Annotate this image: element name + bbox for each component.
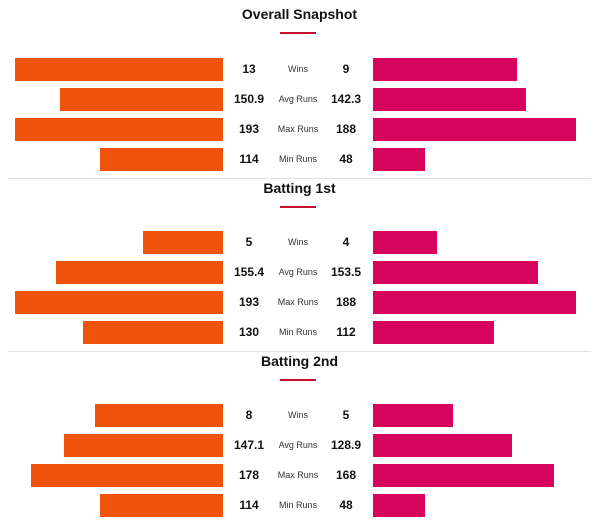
left-value: 5 (245, 235, 253, 249)
title-underline (280, 379, 316, 381)
stat-label: Avg Runs (278, 267, 318, 277)
right-value: 188 (335, 295, 357, 309)
section-title: Batting 1st (263, 180, 336, 196)
left-bar (15, 291, 223, 314)
left-bar (143, 231, 223, 254)
left-bar (15, 58, 223, 81)
right-bar (373, 321, 494, 344)
right-value: 168 (335, 468, 357, 482)
section-divider (8, 178, 591, 179)
stat-label: Max Runs (277, 297, 319, 307)
title-underline (280, 32, 316, 34)
section-batting-1st: Batting 1st 5 Wins 4 155.4 Avg Runs 153.… (0, 180, 599, 348)
stat-label: Wins (288, 64, 308, 74)
left-bar (100, 148, 223, 171)
right-bar (373, 148, 425, 171)
right-bar (373, 231, 437, 254)
stat-row-min-runs: 114 Min Runs 48 (0, 494, 599, 517)
right-bar (373, 434, 512, 457)
stat-label: Min Runs (278, 500, 317, 510)
right-value: 142.3 (330, 92, 362, 106)
right-bar (373, 494, 425, 517)
section-batting-2nd: Batting 2nd 8 Wins 5 147.1 Avg Runs 128.… (0, 353, 599, 521)
right-value: 48 (339, 498, 353, 512)
left-bar (31, 464, 223, 487)
stat-row-wins: 8 Wins 5 (0, 404, 599, 427)
section-divider (8, 351, 591, 352)
right-bar (373, 58, 517, 81)
left-value: 193 (238, 295, 260, 309)
stat-label: Wins (288, 237, 308, 247)
left-value: 8 (245, 408, 253, 422)
right-bar (373, 291, 576, 314)
stat-row-wins: 5 Wins 4 (0, 231, 599, 254)
left-bar (95, 404, 223, 427)
right-value: 188 (335, 122, 357, 136)
section-title: Batting 2nd (261, 353, 338, 369)
left-bar (15, 118, 223, 141)
left-bar (60, 88, 223, 111)
stat-row-min-runs: 114 Min Runs 48 (0, 148, 599, 171)
stat-row-max-runs: 178 Max Runs 168 (0, 464, 599, 487)
left-value: 114 (239, 152, 259, 166)
right-value: 48 (339, 152, 353, 166)
title-underline (280, 206, 316, 208)
stat-row-max-runs: 193 Max Runs 188 (0, 291, 599, 314)
left-value: 13 (242, 62, 256, 76)
left-bar (83, 321, 223, 344)
right-bar (373, 404, 453, 427)
left-bar (100, 494, 223, 517)
left-value: 178 (238, 468, 260, 482)
stat-label: Min Runs (278, 154, 317, 164)
stat-label: Wins (288, 410, 308, 420)
right-value: 153.5 (330, 265, 362, 279)
left-value: 147.1 (233, 438, 265, 452)
section-overall-snapshot: Overall Snapshot 13 Wins 9 150.9 Avg Run… (0, 6, 599, 174)
stat-row-avg-runs: 155.4 Avg Runs 153.5 (0, 261, 599, 284)
stat-label: Min Runs (278, 327, 317, 337)
left-value: 130 (238, 325, 260, 339)
right-value: 128.9 (330, 438, 362, 452)
left-value: 114 (239, 498, 259, 512)
stat-row-min-runs: 130 Min Runs 112 (0, 321, 599, 344)
right-value: 112 (336, 325, 356, 339)
stat-label: Max Runs (277, 124, 319, 134)
left-value: 155.4 (233, 265, 265, 279)
right-value: 5 (342, 408, 350, 422)
stat-row-wins: 13 Wins 9 (0, 58, 599, 81)
stat-row-avg-runs: 150.9 Avg Runs 142.3 (0, 88, 599, 111)
stat-label: Max Runs (277, 470, 319, 480)
section-title: Overall Snapshot (241, 6, 358, 22)
stat-row-avg-runs: 147.1 Avg Runs 128.9 (0, 434, 599, 457)
stat-label: Avg Runs (278, 440, 318, 450)
left-bar (64, 434, 223, 457)
right-bar (373, 464, 554, 487)
stat-row-max-runs: 193 Max Runs 188 (0, 118, 599, 141)
left-value: 193 (238, 122, 260, 136)
right-bar (373, 118, 576, 141)
right-bar (373, 88, 526, 111)
stat-label: Avg Runs (278, 94, 318, 104)
left-bar (56, 261, 223, 284)
left-value: 150.9 (233, 92, 265, 106)
right-value: 4 (342, 235, 350, 249)
right-bar (373, 261, 538, 284)
right-value: 9 (342, 62, 350, 76)
